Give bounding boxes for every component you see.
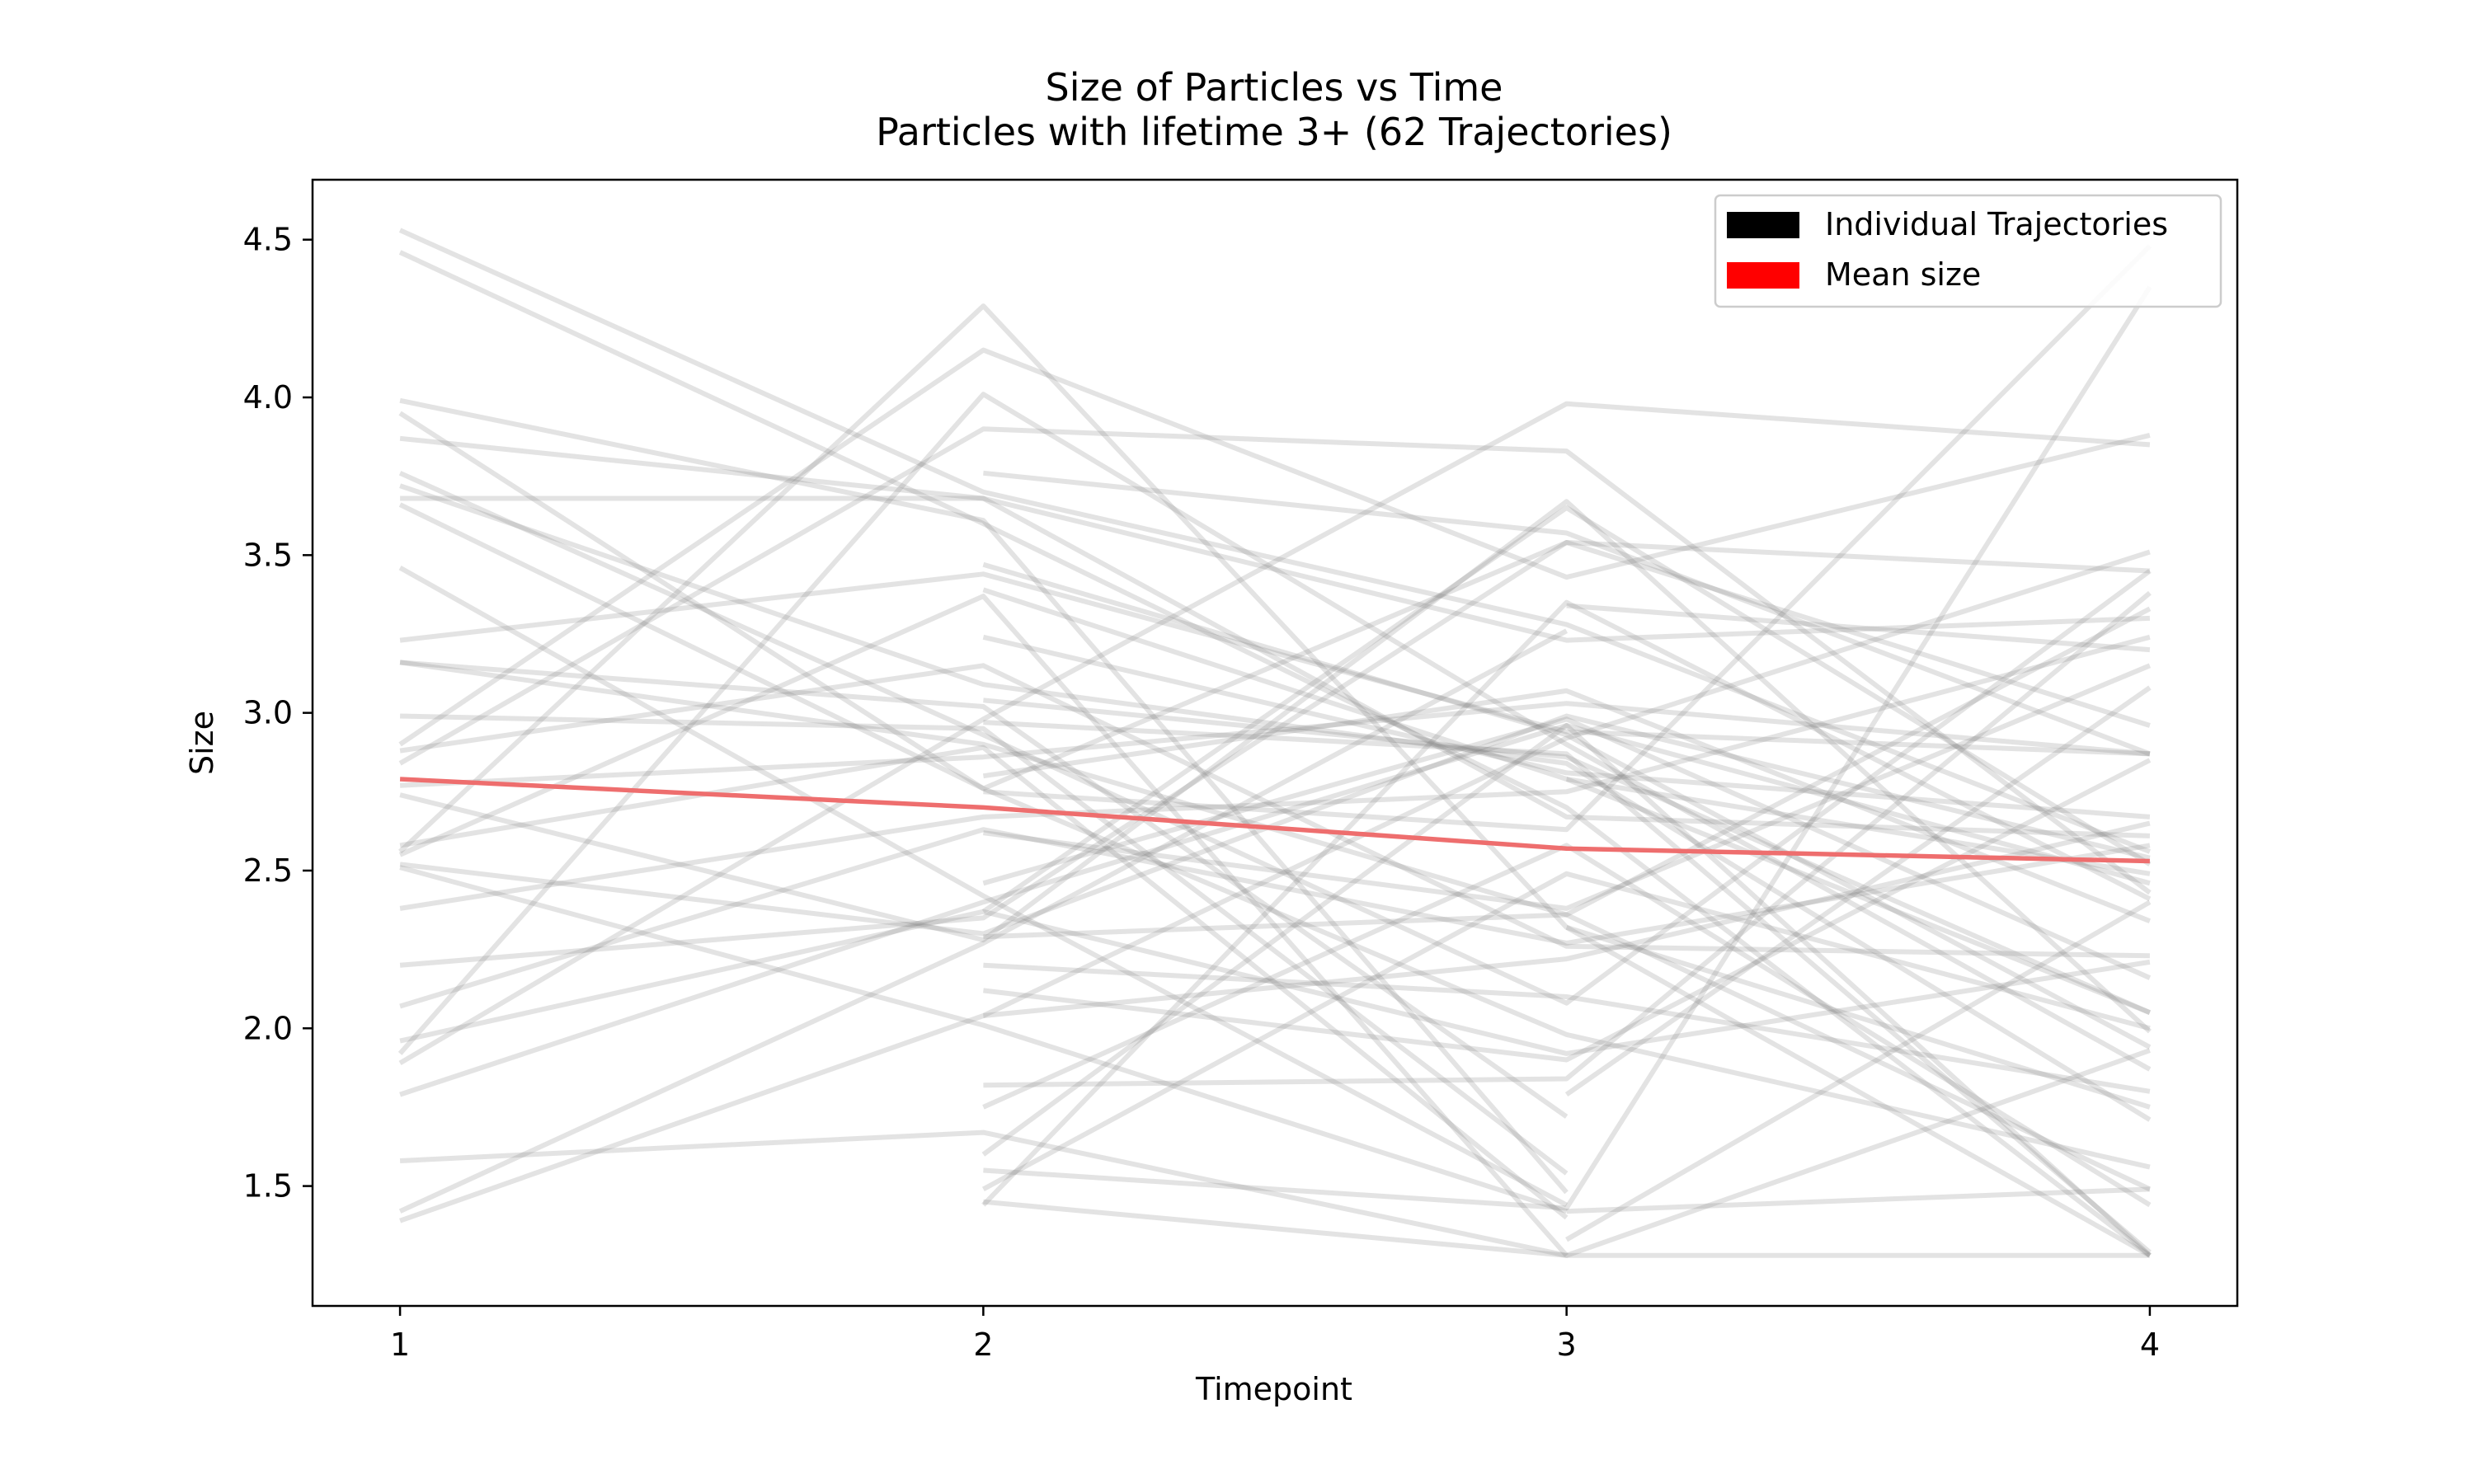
trajectory-line (398, 502, 2151, 1170)
y-axis-ticks: 1.5 2.0 2.5 3.0 3.5 4.0 4.5 (243, 222, 313, 1205)
trajectory-line (399, 827, 2151, 1009)
y-axis-label: Size (184, 711, 220, 775)
x-tick-label: 4 (2140, 1327, 2160, 1363)
trajectory-line (398, 426, 2152, 895)
trajectory-line (982, 716, 2152, 980)
y-tick-label: 4.5 (243, 222, 293, 258)
y-tick-label: 1.5 (243, 1168, 293, 1205)
trajectory-line (399, 571, 2151, 757)
trajectory-line (983, 697, 2152, 1015)
y-tick-label: 4.0 (243, 379, 293, 416)
legend-label-mean-size: Mean size (1825, 256, 1981, 293)
trajectory-line (399, 660, 1569, 1119)
x-tick-label: 1 (390, 1327, 410, 1363)
trajectory-line (983, 720, 2152, 1255)
trajectory-line (400, 713, 1569, 1176)
trajectory-line (399, 549, 2151, 1223)
legend-swatch-individual-trajectories (1727, 212, 1799, 238)
y-tick-label: 2.5 (243, 852, 293, 889)
trajectory-line (981, 723, 2152, 1258)
trajectory-line (398, 594, 1569, 1257)
trajectory-lines (397, 228, 2152, 1258)
trajectory-line (399, 483, 2152, 1122)
trajectory-line (983, 285, 2152, 1211)
trajectory-line (398, 628, 1569, 1214)
mean-size-line (399, 777, 2150, 864)
trajectory-line (983, 663, 2152, 911)
trajectory-line (982, 843, 2152, 1208)
trajectory-line (398, 347, 2151, 747)
trajectory-line (982, 634, 2151, 819)
y-tick-label: 2.0 (243, 1010, 293, 1046)
trajectory-line (981, 599, 2152, 1207)
trajectory-line (399, 397, 1569, 1195)
trajectory-line (983, 470, 2151, 757)
x-tick-label: 3 (1557, 1327, 1577, 1363)
trajectory-line (397, 392, 2152, 1072)
trajectory-line (1565, 924, 2151, 1110)
x-axis-ticks: 1 2 3 4 (390, 1306, 2160, 1363)
chart-title: Size of Particles vs Time (1046, 65, 1503, 110)
mean-size-layer (399, 777, 2150, 864)
trajectory-line (982, 587, 2152, 1015)
y-tick-label: 3.0 (243, 695, 293, 731)
trajectory-line (399, 435, 2151, 643)
trajectory-line (983, 912, 2152, 1192)
trajectory-line (398, 228, 2151, 854)
legend: Individual Trajectories Mean size (1714, 194, 2222, 308)
trajectory-line (981, 505, 2152, 914)
chart-subtitle: Particles with lifetime 3+ (62 Trajector… (876, 110, 1672, 154)
trajectory-line (399, 723, 2151, 1097)
plot-frame (311, 178, 2239, 1308)
trajectory-line (1565, 899, 2152, 1242)
trajectory-line (399, 634, 2151, 911)
trajectory-line (398, 303, 2152, 1258)
trajectory-line (399, 865, 1568, 1214)
trajectory-line (398, 565, 1569, 1208)
trajectory-line (983, 820, 2151, 1018)
trajectory-line (399, 540, 2151, 968)
trajectory-line (399, 744, 1569, 1220)
trajectory-line (399, 909, 2151, 1056)
trajectory-line (982, 688, 2152, 923)
trajectory-line (1564, 685, 2152, 1097)
trajectory-line (981, 871, 2151, 1192)
trajectory-line (398, 250, 2152, 1258)
trajectory-line (983, 758, 2152, 1063)
trajectory-line (983, 1048, 2151, 1258)
trajectory-line (398, 411, 2151, 791)
trajectory-line (399, 713, 2151, 937)
x-tick-label: 2 (973, 1327, 993, 1363)
trajectory-line (1566, 603, 2151, 653)
trajectory-line (983, 590, 2152, 1088)
y-tick-label: 3.5 (243, 537, 293, 573)
trajectory-line (398, 401, 2151, 1065)
trajectory-line (983, 244, 2152, 833)
x-axis-label: Timepoint (1195, 1371, 1352, 1407)
trajectory-line (398, 471, 2152, 1006)
trajectory-line (983, 962, 2151, 1094)
trajectory-line (400, 495, 2150, 838)
trajectory-line (399, 499, 2152, 1034)
trajectory-line (1566, 1186, 2151, 1214)
trajectory-line (399, 1129, 2150, 1258)
trajectory-line (399, 701, 2151, 788)
legend-box (1714, 194, 2222, 308)
legend-swatch-mean-size (1727, 262, 1799, 289)
trajectory-line (982, 561, 2152, 1050)
legend-label-individual-trajectories: Individual Trajectories (1825, 206, 2168, 242)
trajectory-line (399, 663, 2150, 959)
